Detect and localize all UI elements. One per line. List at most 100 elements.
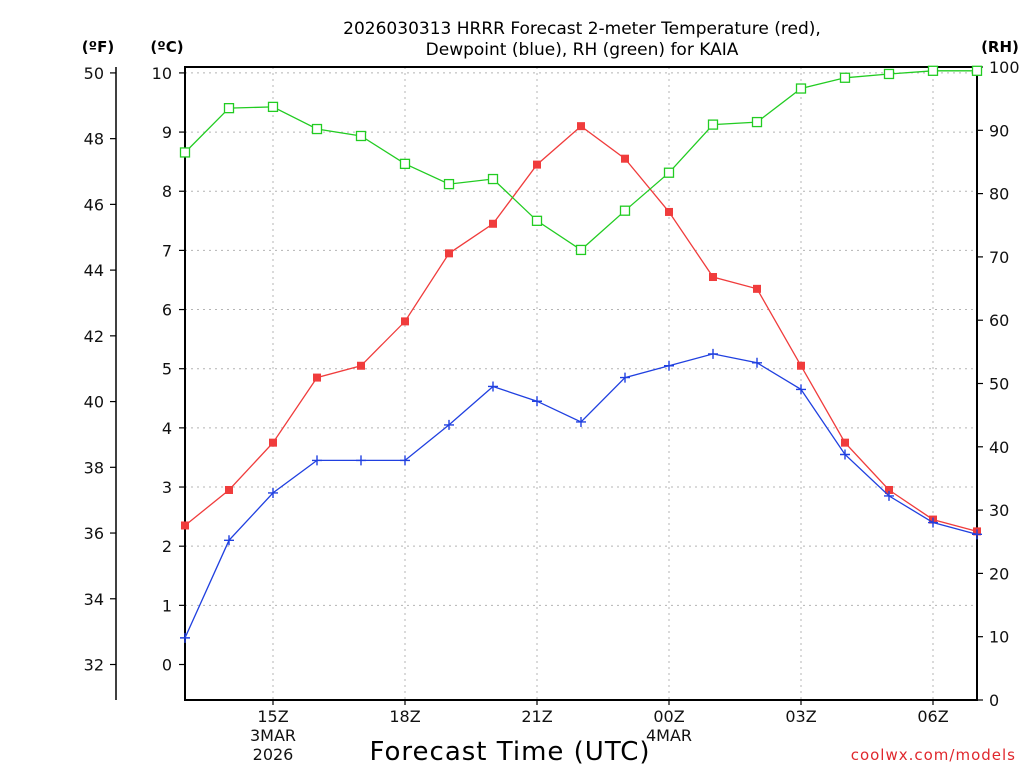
2-meter-temperature-point xyxy=(225,485,233,494)
date-label: 3MAR xyxy=(250,726,296,745)
rh-point xyxy=(575,244,587,256)
dewpoint-point xyxy=(796,384,806,395)
data-series xyxy=(179,65,983,643)
dewpoint-point xyxy=(488,381,498,392)
celsius-tick-label: 10 xyxy=(152,64,172,83)
fahrenheit-tick-label: 40 xyxy=(84,393,104,412)
rh-tick-label: 50 xyxy=(989,375,1009,394)
dewpoint-point xyxy=(840,449,850,460)
rh-point xyxy=(179,147,191,158)
rh-tick-label: 10 xyxy=(989,628,1009,647)
axes: 3234363840424446485001234567891001020304… xyxy=(84,58,1020,764)
rh-point xyxy=(443,178,455,190)
rh-tick-label: 60 xyxy=(989,311,1009,330)
rh-point xyxy=(223,102,235,114)
celsius-tick-label: 9 xyxy=(162,123,172,142)
time-tick-label: 03Z xyxy=(785,707,816,726)
dewpoint-point xyxy=(312,455,322,466)
rh-point xyxy=(751,116,763,128)
dewpoint-point xyxy=(268,487,278,498)
rh-tick-label: 20 xyxy=(989,564,1009,583)
dewpoint-point xyxy=(400,455,410,466)
dewpoint-point xyxy=(620,372,630,383)
time-tick-label: 21Z xyxy=(521,707,552,726)
dewpoint-point xyxy=(928,517,938,528)
celsius-tick-label: 8 xyxy=(162,182,172,201)
celsius-tick-label: 2 xyxy=(162,537,172,556)
celsius-unit-label: (ºC) xyxy=(150,38,183,56)
fahrenheit-tick-label: 38 xyxy=(84,458,104,477)
fahrenheit-tick-label: 42 xyxy=(84,327,104,346)
rh-point xyxy=(619,205,631,216)
2-meter-temperature-point xyxy=(181,521,189,530)
rh-point xyxy=(267,101,279,113)
date-label: 4MAR xyxy=(646,726,692,745)
dewpoint-point xyxy=(664,360,674,371)
rh-point xyxy=(707,119,719,130)
chart-title-line-2: Dewpoint (blue), RH (green) for KAIA xyxy=(426,40,739,60)
celsius-tick-label: 1 xyxy=(162,596,172,615)
2-meter-temperature-point xyxy=(753,284,761,293)
time-tick-label: 00Z xyxy=(653,707,684,726)
rh-tick-label: 0 xyxy=(989,691,999,710)
year-label: 2026 xyxy=(253,745,294,764)
2-meter-temperature-point xyxy=(533,160,541,169)
rh-point xyxy=(663,167,675,178)
rh-point xyxy=(927,65,939,76)
x-axis-title: Forecast Time (UTC) xyxy=(369,737,650,767)
celsius-tick-label: 0 xyxy=(162,656,172,675)
dewpoint-point xyxy=(708,348,718,359)
dewpoint-point xyxy=(752,357,762,368)
dewpoint-point xyxy=(356,455,366,466)
fahrenheit-unit-label: (ºF) xyxy=(82,38,114,56)
fahrenheit-tick-label: 44 xyxy=(84,261,104,280)
rh-point xyxy=(399,158,411,169)
fahrenheit-tick-label: 32 xyxy=(84,656,104,675)
rh-tick-label: 80 xyxy=(989,185,1009,204)
rh-point xyxy=(795,83,807,94)
celsius-tick-label: 3 xyxy=(162,478,172,497)
2-meter-temperature-point xyxy=(489,219,497,228)
fahrenheit-tick-label: 46 xyxy=(84,195,104,214)
credit-label: coolwx.com/models xyxy=(851,746,1016,764)
rh-tick-label: 100 xyxy=(989,58,1020,77)
2-meter-temperature-point xyxy=(665,207,673,216)
2-meter-temperature-point xyxy=(401,317,409,326)
celsius-tick-label: 6 xyxy=(162,301,172,320)
dewpoint-point xyxy=(224,535,234,546)
rh-point xyxy=(531,215,543,226)
time-tick-label: 06Z xyxy=(917,707,948,726)
2-meter-temperature-point xyxy=(797,361,805,370)
rh-tick-label: 30 xyxy=(989,501,1009,520)
chart-title-line-1: 2026030313 HRRR Forecast 2-meter Tempera… xyxy=(343,19,821,39)
rh-unit-label: (RH) xyxy=(981,38,1019,56)
rh-point xyxy=(487,173,499,185)
celsius-tick-label: 4 xyxy=(162,419,172,438)
fahrenheit-tick-label: 36 xyxy=(84,524,104,543)
fahrenheit-tick-label: 34 xyxy=(84,590,104,609)
dewpoint-point xyxy=(180,632,190,643)
rh-tick-label: 40 xyxy=(989,438,1009,457)
2-meter-temperature-point xyxy=(445,249,453,258)
rh-point xyxy=(971,65,983,76)
rh-line xyxy=(184,70,977,251)
rh-point xyxy=(355,130,367,142)
2-meter-temperature-point xyxy=(885,485,893,494)
rh-point xyxy=(883,68,895,80)
2-meter-temperature-point xyxy=(841,438,849,447)
rh-point xyxy=(311,123,323,135)
time-tick-label: 18Z xyxy=(389,707,420,726)
2-meter-temperature-point xyxy=(357,361,365,370)
2-meter-temperature-point xyxy=(313,373,321,382)
dewpoint-point xyxy=(444,419,454,430)
dewpoint-point xyxy=(884,490,894,501)
2-meter-temperature-point xyxy=(709,273,717,282)
celsius-tick-label: 5 xyxy=(162,360,172,379)
fahrenheit-tick-label: 48 xyxy=(84,130,104,149)
fahrenheit-tick-label: 50 xyxy=(84,64,104,83)
time-tick-label: 15Z xyxy=(257,707,288,726)
rh-tick-label: 90 xyxy=(989,121,1009,140)
rh-point xyxy=(839,72,851,83)
